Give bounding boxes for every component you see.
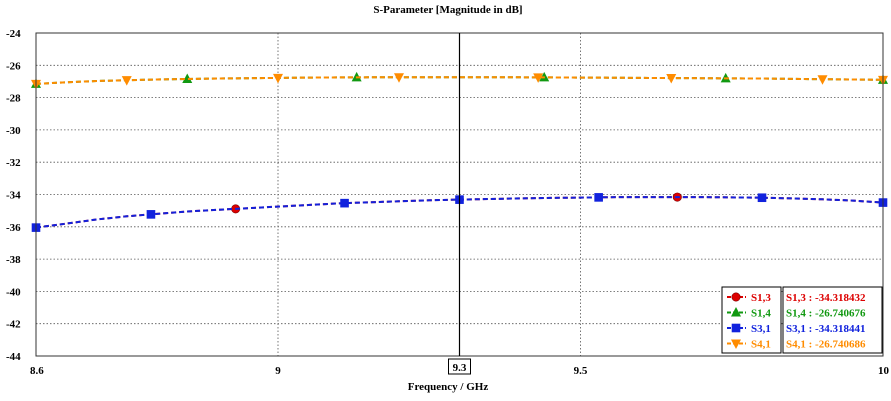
data-point-marker xyxy=(273,73,283,84)
legend-label: S3,1 xyxy=(751,323,771,335)
y-tick-label: -40 xyxy=(6,286,21,298)
x-axis-label: Frequency / GHz xyxy=(408,381,489,393)
y-tick-label: -28 xyxy=(6,93,21,105)
data-point-marker xyxy=(182,73,193,84)
y-tick-label: -36 xyxy=(6,222,21,234)
marker-readout: S1,3 : -34.318432 S1,4 : -26.740676 S3,1 :… xyxy=(782,286,883,354)
frequency-marker[interactable]: 9.3 xyxy=(448,33,471,375)
y-tick-label: -30 xyxy=(6,125,21,137)
data-point-marker xyxy=(121,76,132,86)
legend-marker-swatch xyxy=(731,323,741,333)
y-tick-label: -44 xyxy=(6,351,21,363)
data-point-marker xyxy=(394,73,404,83)
legend-label: S1,3 xyxy=(751,292,771,304)
data-point-marker xyxy=(817,75,828,85)
legend-item: S3,1 xyxy=(727,323,771,335)
y-tick-label: -38 xyxy=(6,254,21,266)
x-tick-label: 10 xyxy=(878,365,890,377)
data-point-marker xyxy=(757,193,767,203)
readout-box xyxy=(782,286,883,354)
x-tick-label: 9 xyxy=(275,365,281,377)
y-tick-label: -32 xyxy=(6,157,21,169)
legend-marker-swatch xyxy=(731,307,741,317)
legend-item: S1,3 xyxy=(727,292,771,304)
data-point-marker xyxy=(340,198,349,208)
legend: S1,3 S1,4 S3,1 S4,1 xyxy=(721,286,782,354)
data-point-marker xyxy=(533,73,544,83)
legend-marker-swatch xyxy=(731,292,741,302)
legend-label: S4,1 xyxy=(751,339,771,351)
x-tick-label: 8.6 xyxy=(30,365,44,377)
marker-label: 9.3 xyxy=(453,362,467,374)
y-tick-label: -42 xyxy=(6,319,21,331)
y-tick-label: -26 xyxy=(6,60,21,72)
data-point-marker xyxy=(666,74,677,84)
x-tick-label: 9.5 xyxy=(574,365,588,377)
data-point-marker xyxy=(146,210,156,219)
legend-item: S4,1 xyxy=(727,339,771,351)
series-line xyxy=(35,76,884,85)
data-point-marker xyxy=(594,193,603,202)
chart-title: S-Parameter [Magnitude in dB] xyxy=(373,4,522,16)
legend-label: S1,4 xyxy=(751,308,771,320)
marker-label-box[interactable] xyxy=(448,358,471,375)
readout-value: S1,4 : -26.740676 xyxy=(786,308,866,320)
readout-value: S3,1 : -34.318441 xyxy=(786,323,865,335)
y-tick-label: -34 xyxy=(6,190,21,202)
y-tick-label: -24 xyxy=(6,28,21,40)
legend-marker-swatch xyxy=(731,339,741,349)
readout-value: S1,3 : -34.318432 xyxy=(786,292,866,304)
legend-item: S1,4 xyxy=(727,307,771,320)
readout-value: S4,1 : -26.740686 xyxy=(786,339,866,351)
